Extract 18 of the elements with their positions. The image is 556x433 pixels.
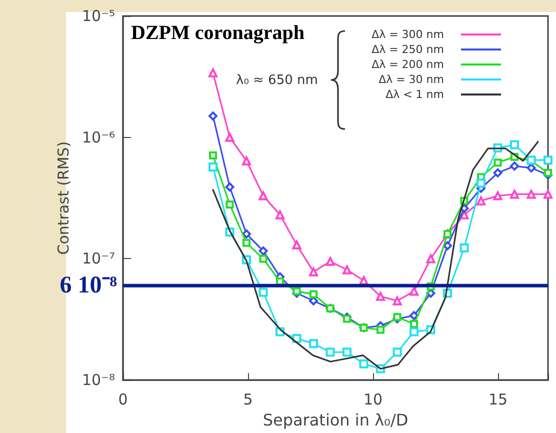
y-tick-label: 10⁻⁸: [82, 371, 115, 390]
y-tick-label: 10⁻⁵: [82, 7, 115, 25]
y-axis-title: Contrast (RMS): [54, 141, 72, 255]
legend-label: Δλ = 200 nm: [372, 58, 444, 71]
y-tick-label: 10⁻⁶: [82, 128, 115, 146]
x-tick-label: 5: [243, 390, 253, 409]
legend-label: Δλ < 1 nm: [386, 88, 444, 101]
x-axis-title: Separation in λ₀/D: [262, 410, 408, 430]
x-tick-label: 10: [363, 390, 383, 409]
y-tick-label: 10⁻⁷: [82, 250, 115, 268]
ref-line-label: 6 10⁻⁸: [60, 272, 117, 299]
legend-label: Δλ = 30 nm: [378, 73, 444, 86]
legend-label: Δλ = 250 nm: [372, 43, 444, 56]
legend-label: Δλ = 300 nm: [372, 28, 444, 41]
x-tick-label: 0: [118, 390, 128, 409]
chart-title: DZPM coronagraph: [131, 22, 305, 44]
x-tick-label: 15: [488, 390, 508, 409]
annotation: λ₀ ≈ 650 nm: [236, 73, 318, 88]
